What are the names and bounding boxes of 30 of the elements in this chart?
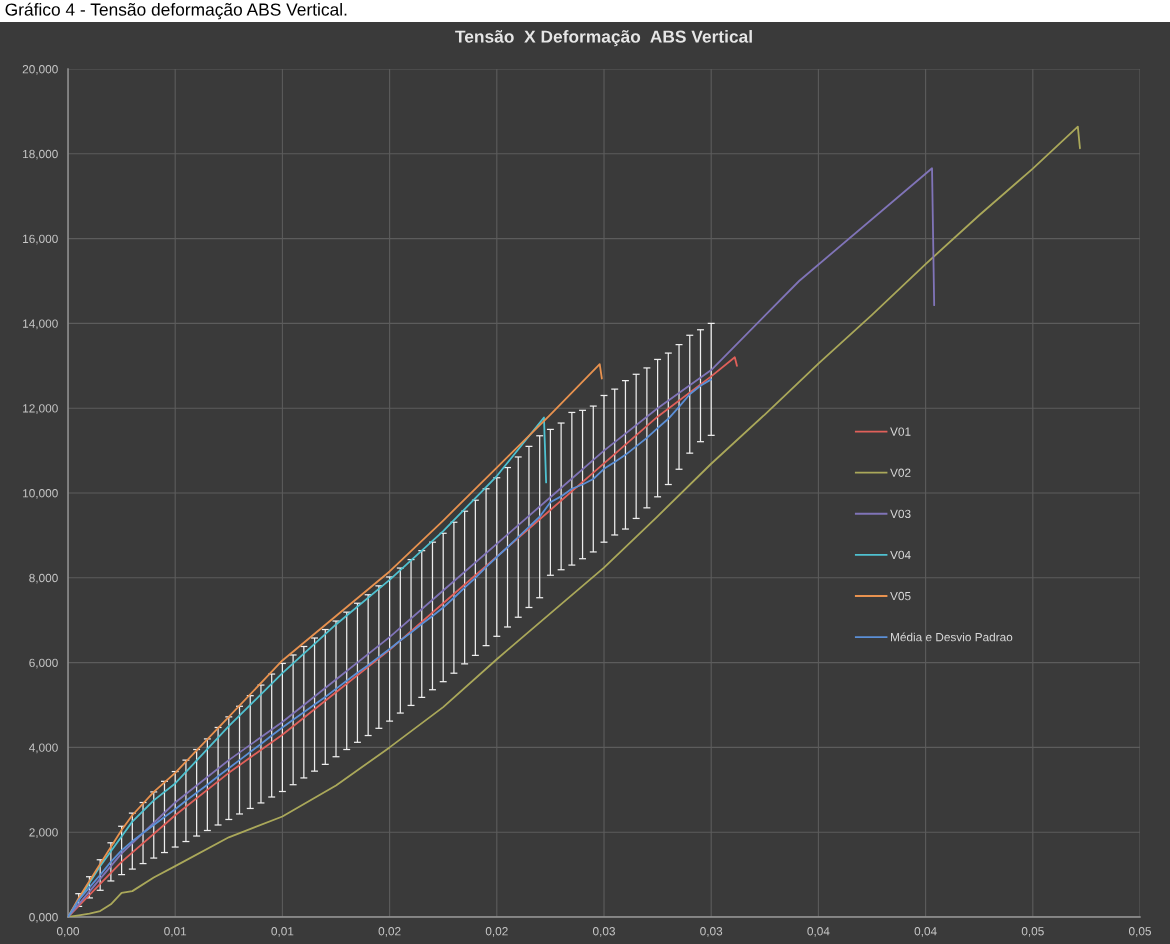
y-tick-label: 10,000: [23, 489, 58, 499]
legend-label: V05: [890, 591, 911, 601]
x-tick-label: 0,03: [700, 927, 723, 937]
chart-title: Tensão X Deformação ABS Vertical: [455, 30, 752, 47]
y-tick-label: 18,000: [23, 149, 58, 160]
x-tick-label: 0,00: [56, 927, 80, 937]
y-tick-label: 12,000: [23, 404, 58, 414]
x-tick-label: 0,04: [807, 927, 830, 937]
y-tick-label: 14,000: [23, 319, 58, 330]
x-tick-label: 0,01: [164, 927, 187, 937]
legend-label: V04: [890, 550, 911, 560]
y-tick-label: 4,000: [29, 743, 58, 754]
y-tick-label: 16,000: [23, 234, 58, 245]
x-tick-label: 0,04: [914, 927, 937, 937]
text: Gráfico 4 - Tensão deformação ABS Vertical.: [5, 2, 347, 20]
legend-label: V01: [890, 427, 911, 436]
y-tick-label: 0,000: [29, 913, 58, 923]
x-tick-label: 0,05: [1021, 927, 1044, 937]
x-tick-label: 0,02: [378, 927, 401, 937]
legend-label: V02: [890, 468, 911, 477]
x-tick-label: 0,05: [1128, 927, 1151, 937]
legend-label: V03: [890, 509, 911, 519]
x-tick-label: 0,03: [592, 927, 615, 937]
y-tick-label: 8,000: [29, 573, 58, 584]
y-tick-label: 6,000: [29, 658, 58, 669]
y-tick-label: 2,000: [29, 828, 58, 838]
y-tick-label: 20,000: [22, 65, 58, 75]
x-tick-label: 0,01: [271, 927, 294, 937]
x-tick-label: 0,02: [485, 927, 508, 937]
legend-label: Média e Desvio Padrao: [891, 632, 1013, 642]
